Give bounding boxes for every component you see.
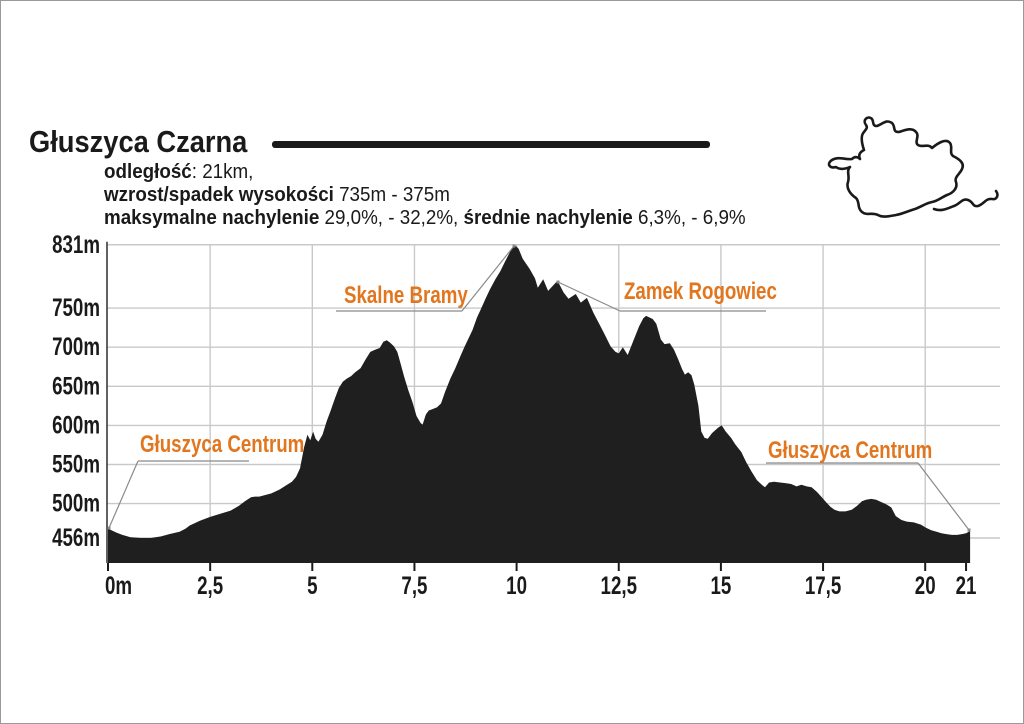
axes <box>106 241 968 571</box>
y-tick-label: 550m <box>52 450 100 478</box>
info-segment: maksymalne nachylenie <box>104 207 320 229</box>
y-tick-label: 600m <box>52 411 100 439</box>
y-tick-label: 456m <box>52 523 100 551</box>
route-stats: odległość: 21km, wzrost/spadek wysokości … <box>104 161 746 230</box>
info-segment: wzrost/spadek wysokości <box>104 184 334 206</box>
x-tick-label: 21 <box>956 571 977 599</box>
annotation-callout-line <box>108 460 139 529</box>
annotation-callout-line <box>557 281 621 312</box>
annotation-label: Głuszyca Centrum <box>140 431 304 458</box>
y-tick-label: 750m <box>52 293 100 321</box>
x-tick-label: 20 <box>915 571 936 599</box>
info-segment: : 21km, <box>191 161 254 183</box>
x-tick-label: 7,5 <box>401 571 427 599</box>
x-tick-label: 0m <box>105 571 132 599</box>
annotations: Głuszyca Centrum Skalne Bramy Zamek Rogowi… <box>107 244 971 532</box>
info-line: maksymalne nachylenie 29,0%, - 32,2%, śr… <box>104 207 746 230</box>
route-map-outline <box>827 116 999 218</box>
info-segment: odległość <box>104 161 192 183</box>
y-tick-label: 500m <box>52 489 100 517</box>
y-tick-label: 831m <box>52 230 100 258</box>
info-segment: 6,3%, - 6,9% <box>632 207 746 229</box>
elevation-profile-area <box>108 244 971 564</box>
info-line: wzrost/spadek wysokości 735m - 375m <box>104 184 746 207</box>
x-tick-label: 10 <box>506 571 527 599</box>
info-segment: średnie nachylenie <box>463 207 633 229</box>
title-rule <box>272 141 710 148</box>
annotation-endpoint <box>107 526 111 530</box>
x-tick-label: 2,5 <box>197 571 223 599</box>
x-tick-label: 5 <box>307 571 317 599</box>
annotation-endpoint <box>556 280 560 284</box>
x-tick-label: 12,5 <box>601 571 637 599</box>
page-title: Głuszyca Czarna <box>29 124 248 159</box>
y-tick-label: 700m <box>52 333 100 361</box>
x-tick-label: 15 <box>710 571 731 599</box>
annotation-callout-line <box>461 245 515 312</box>
annotation-label: Głuszyca Centrum <box>768 437 932 464</box>
annotation-endpoint <box>967 528 971 532</box>
annotation-endpoint <box>512 244 516 248</box>
info-segment: 735m - 375m <box>333 184 450 206</box>
annotation-callout-line <box>917 462 970 531</box>
info-segment: 29,0%, - 32,2%, <box>319 207 464 229</box>
info-line: odległość: 21km, <box>104 161 746 184</box>
x-tick-label: 17,5 <box>805 571 841 599</box>
annotation-label: Zamek Rogowiec <box>624 278 777 305</box>
y-tick-label: 650m <box>52 372 100 400</box>
profile-layer <box>108 244 971 564</box>
annotation-label: Skalne Bramy <box>344 282 468 309</box>
